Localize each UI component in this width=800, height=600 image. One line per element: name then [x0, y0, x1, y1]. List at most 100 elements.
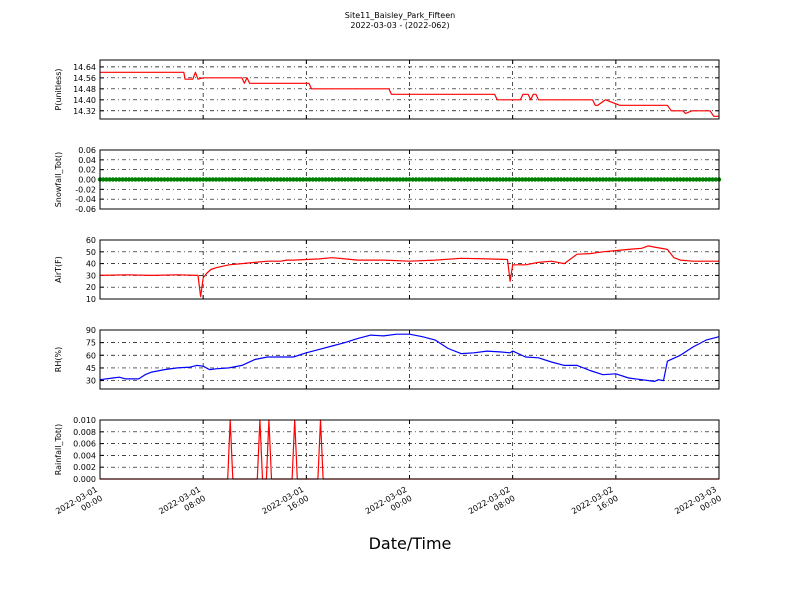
data-point [265, 177, 270, 182]
y-tick-label: 90 [86, 326, 96, 335]
data-point [584, 177, 590, 182]
data-point [317, 177, 322, 182]
data-point [184, 177, 190, 182]
data-point [313, 177, 319, 182]
data-point [407, 177, 412, 182]
x-tick-label: 2022-03-0200:00 [364, 485, 414, 525]
data-point [691, 177, 696, 182]
data-point [655, 177, 660, 182]
data-point [368, 177, 374, 182]
y-tick-label: -0.06 [75, 205, 96, 214]
data-point [445, 177, 451, 182]
data-point [458, 177, 464, 182]
y-tick-label: 0.02 [78, 166, 96, 175]
data-point [152, 177, 158, 182]
data-point [578, 177, 583, 182]
data-point [291, 177, 296, 182]
data-point [668, 177, 673, 182]
data-point [449, 177, 454, 182]
y-tick-label: 0.000 [73, 475, 96, 484]
data-point [268, 177, 274, 182]
data-point [194, 177, 199, 182]
data-point [278, 177, 283, 182]
data-point [226, 177, 232, 182]
data-point [188, 177, 193, 182]
data-point [323, 177, 328, 182]
data-point [439, 177, 444, 182]
data-point [117, 177, 122, 182]
y-tick-label: 14.64 [73, 63, 96, 72]
data-point [413, 177, 419, 182]
x-tick-label: 2022-03-0116:00 [261, 485, 311, 525]
data-point [178, 177, 183, 182]
data-point [645, 177, 651, 182]
data-point [520, 177, 525, 182]
data-point [171, 177, 177, 182]
x-axis-label: Date/Time [368, 534, 452, 553]
data-point [249, 177, 254, 182]
data-point [149, 177, 154, 182]
y-axis-label: Snowfall_Tot() [54, 152, 63, 208]
x-tick-label: 2022-03-0216:00 [570, 485, 620, 525]
data-point [694, 177, 699, 182]
data-point [362, 177, 367, 182]
data-point [123, 177, 128, 182]
data-point [200, 177, 206, 182]
data-point [684, 177, 689, 182]
data-point [217, 177, 222, 182]
panel-Snowfall: 0.060.040.020.00-0.02-0.04-0.06 Snowfall_… [54, 146, 722, 214]
y-tick-label: 60 [86, 236, 96, 245]
y-tick-label: 0.04 [78, 156, 96, 165]
data-point [542, 177, 548, 182]
y-tick-label: -0.04 [75, 195, 96, 204]
x-tick-label: 2022-03-0108:00 [157, 485, 207, 525]
data-point [507, 177, 512, 182]
axes-frame [99, 149, 720, 210]
data-point [378, 177, 383, 182]
data-point [526, 177, 531, 182]
data-point [246, 177, 251, 182]
data-point [478, 177, 483, 182]
y-axis-label: P(unitless) [54, 68, 63, 110]
data-point [136, 177, 141, 182]
data-point [162, 177, 167, 182]
data-point [665, 177, 670, 182]
y-tick-label: 30 [86, 271, 96, 280]
data-point [529, 177, 535, 182]
data-point [168, 177, 174, 182]
data-point [255, 177, 261, 182]
data-point [574, 177, 580, 182]
data-point [436, 177, 441, 182]
data-point [429, 177, 435, 182]
data-point [159, 177, 164, 182]
data-point [320, 177, 325, 182]
data-point [433, 177, 438, 182]
data-point [610, 177, 615, 182]
axes-frame [99, 239, 720, 300]
data-point [484, 177, 490, 182]
data-point [571, 177, 577, 182]
data-point [581, 177, 586, 182]
y-tick-label: 40 [86, 260, 96, 269]
data-point [658, 177, 664, 182]
y-tick-label: 50 [86, 248, 96, 257]
data-point [471, 177, 477, 182]
data-point [465, 177, 470, 182]
data-point [639, 177, 644, 182]
data-point [661, 177, 667, 182]
data-point [223, 177, 228, 182]
data-point [310, 177, 315, 182]
data-point [607, 177, 612, 182]
panel-P: 14.64 14.56 14.48 14.40 14.32 P(unitless) [54, 59, 720, 120]
data-point [101, 177, 106, 182]
data-point [594, 177, 599, 182]
panel-Rainfall: 0.010 0.008 0.006 0.004 0.002 0.000 Rainfall_T… [54, 416, 720, 484]
data-point [346, 177, 351, 182]
data-point [381, 177, 386, 182]
data-point [252, 177, 257, 182]
data-point [288, 177, 293, 182]
data-point [613, 177, 619, 182]
data-point [629, 177, 635, 182]
data-point [420, 177, 425, 182]
data-point [504, 177, 509, 182]
